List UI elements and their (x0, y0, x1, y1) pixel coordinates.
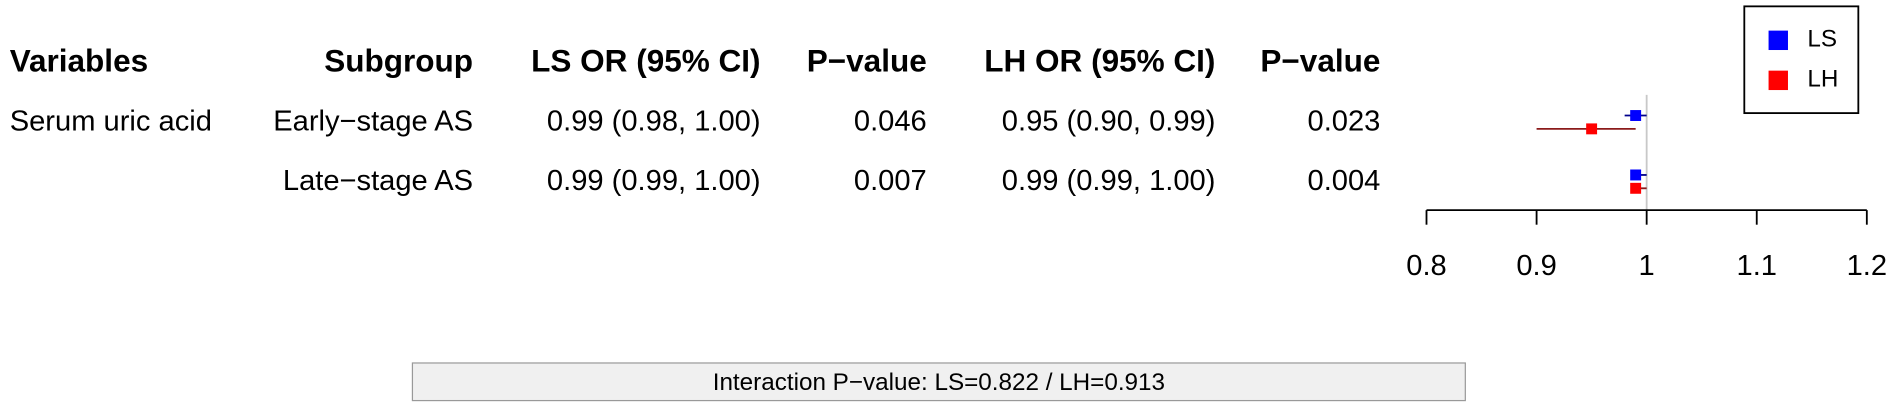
table-cell: 0.004 (1308, 165, 1381, 197)
legend-box (1743, 5, 1860, 115)
legend-swatch (1768, 70, 1788, 91)
x-tick-label: 1.1 (1737, 250, 1777, 282)
column-header: LH OR (95% CI) (984, 43, 1215, 79)
point-estimate (1630, 182, 1642, 194)
point-estimate (1586, 123, 1598, 135)
x-tick-label: 1 (1639, 250, 1655, 282)
legend-label: LH (1807, 66, 1838, 93)
legend-swatch (1768, 30, 1788, 51)
point-estimate (1630, 110, 1642, 121)
table-cell: 0.046 (854, 105, 927, 137)
column-header: Variables (10, 43, 148, 79)
point-estimate (1630, 169, 1642, 181)
table-cell: 0.99 (0.98, 1.00) (547, 105, 761, 137)
table-cell: 0.95 (0.90, 0.99) (1002, 105, 1216, 137)
table-cell: 0.007 (854, 165, 927, 197)
table-cell: 0.99 (0.99, 1.00) (547, 165, 761, 197)
x-tick-label: 1.2 (1847, 250, 1887, 282)
column-header: P−value (807, 43, 927, 79)
table-cell: Early−stage AS (273, 105, 473, 137)
table-cell: 0.023 (1308, 105, 1381, 137)
table-cell: 0.99 (0.99, 1.00) (1002, 165, 1216, 197)
table-cell: Late−stage AS (283, 165, 473, 197)
column-header: P−value (1260, 43, 1380, 79)
legend-label: LS (1807, 26, 1837, 53)
x-tick-label: 0.9 (1516, 250, 1556, 282)
x-tick-label: 0.8 (1406, 250, 1446, 282)
table-cell: Serum uric acid (10, 105, 212, 137)
annotation: Interaction P−value: LS=0.822 / LH=0.913 (713, 369, 1165, 396)
annotation-box (411, 362, 1466, 402)
column-header: LS OR (95% CI) (531, 43, 760, 79)
column-header: Subgroup (324, 43, 473, 79)
